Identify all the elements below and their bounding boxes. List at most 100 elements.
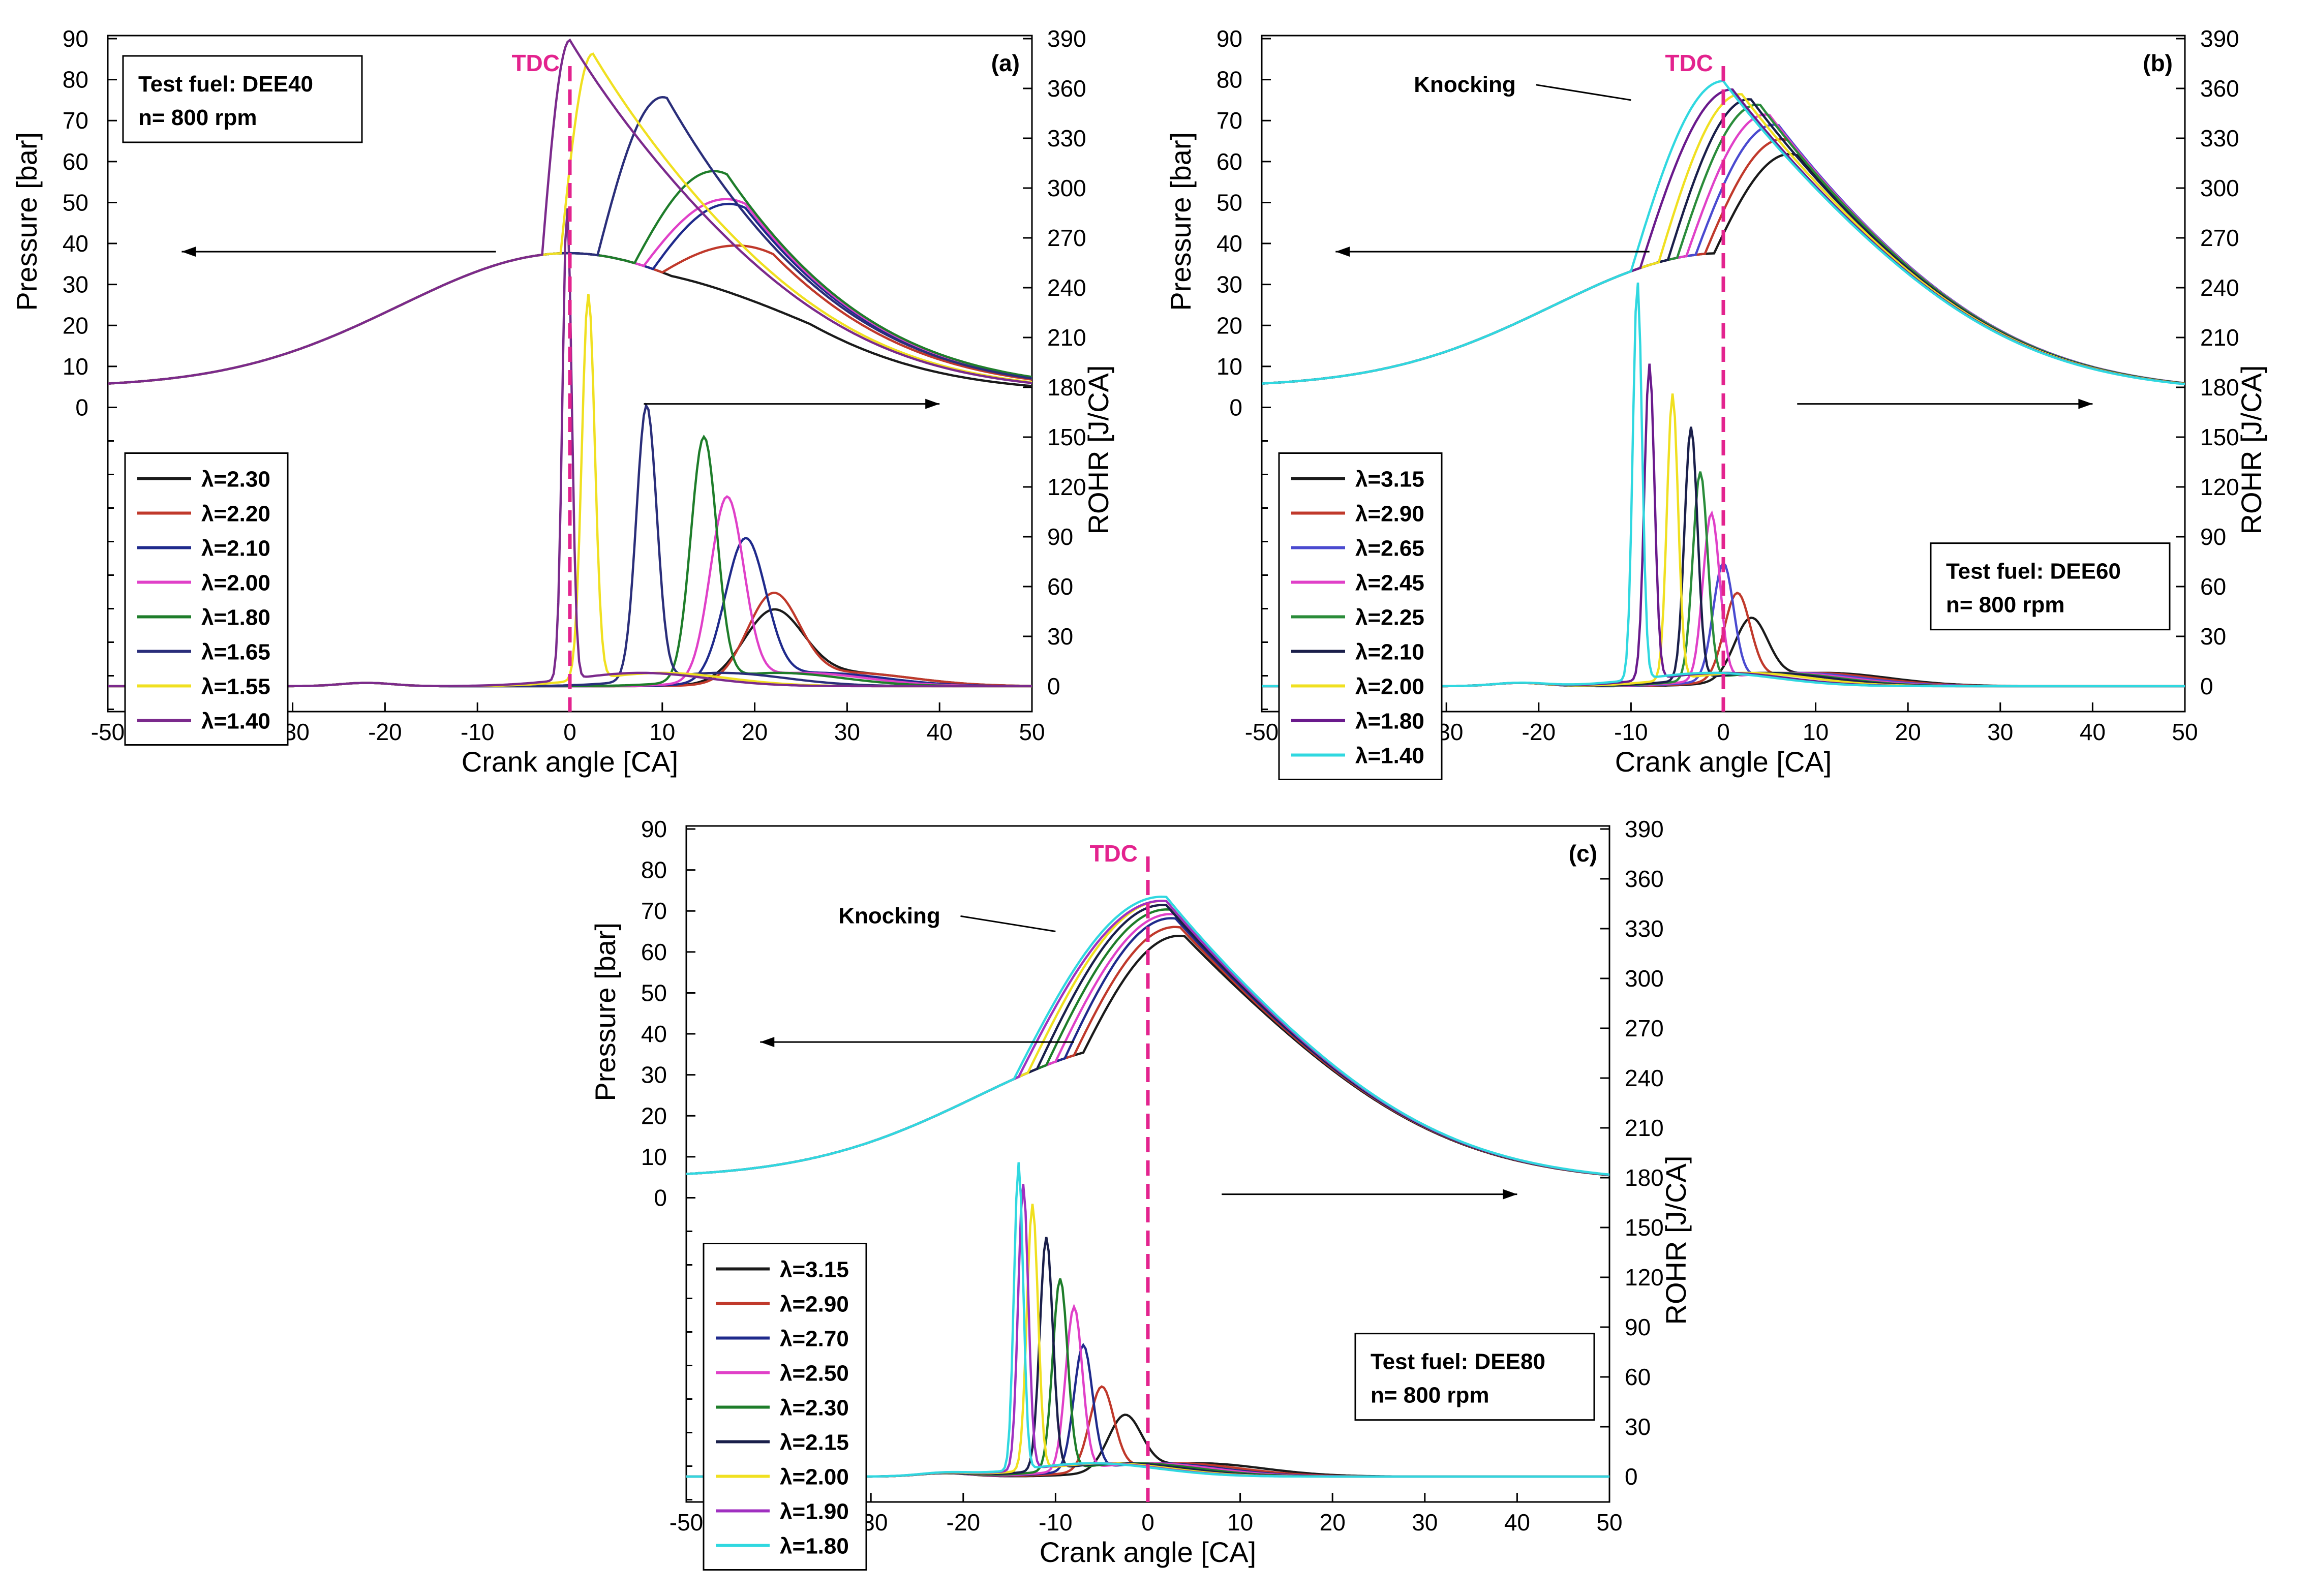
y-left-axis-label: Pressure [bar] bbox=[589, 923, 621, 1101]
pressure-axis-arrow-head bbox=[760, 1037, 775, 1048]
legend-entry: λ=2.15 bbox=[780, 1430, 849, 1455]
y-right-tick-label: 390 bbox=[1047, 25, 1086, 52]
y-right-tick-label: 60 bbox=[1625, 1364, 1651, 1390]
y-left-tick-label: 50 bbox=[63, 189, 88, 216]
y-right-tick-label: 30 bbox=[1047, 623, 1073, 650]
legend-entry: λ=2.65 bbox=[1355, 536, 1424, 561]
series-pressure-line bbox=[108, 38, 1032, 385]
y-left-tick-label: 50 bbox=[1216, 189, 1242, 216]
series-pressure-line bbox=[686, 900, 1609, 1176]
pressure-axis-arrow-head bbox=[181, 247, 196, 257]
x-tick-label: -20 bbox=[368, 719, 402, 745]
x-tick-label: 0 bbox=[1141, 1509, 1154, 1536]
y-right-tick-label: 30 bbox=[2200, 623, 2226, 650]
x-tick-label: -10 bbox=[461, 719, 494, 745]
y-left-tick-label: 60 bbox=[641, 939, 667, 965]
x-tick-label: -20 bbox=[947, 1509, 980, 1536]
y-right-axis-label: ROHR [J/CA] bbox=[1660, 1156, 1692, 1325]
y-right-tick-label: 360 bbox=[1047, 75, 1086, 102]
x-tick-label: -50 bbox=[1245, 719, 1279, 745]
y-right-tick-label: 0 bbox=[1047, 673, 1060, 699]
x-tick-label: 50 bbox=[1019, 719, 1045, 745]
y-right-tick-label: 210 bbox=[1047, 324, 1086, 351]
y-left-tick-label: 80 bbox=[1216, 67, 1242, 93]
fuel-info-box bbox=[122, 55, 363, 143]
legend-entry: λ=2.00 bbox=[1355, 674, 1424, 699]
x-axis-label: Crank angle [CA] bbox=[462, 746, 678, 778]
y-right-tick-label: 390 bbox=[1625, 816, 1664, 842]
y-right-tick-label: 240 bbox=[1047, 274, 1086, 301]
legend-entry: λ=2.90 bbox=[1355, 502, 1424, 527]
y-right-tick-label: 0 bbox=[2200, 673, 2213, 699]
legend-entry: λ=2.50 bbox=[780, 1361, 849, 1386]
legend-entry: λ=2.00 bbox=[780, 1465, 849, 1490]
knocking-arrow bbox=[1536, 84, 1631, 101]
x-tick-label: -50 bbox=[91, 719, 125, 745]
panel-label: (c) bbox=[1569, 840, 1597, 867]
x-tick-label: 50 bbox=[1596, 1509, 1622, 1536]
y-left-axis-label: Pressure [bar] bbox=[1165, 132, 1197, 311]
y-right-tick-label: 120 bbox=[1625, 1264, 1664, 1291]
rohr-axis-arrow-head bbox=[2078, 398, 2093, 409]
series-pressure-line bbox=[686, 900, 1609, 1176]
y-right-tick-label: 240 bbox=[1625, 1065, 1664, 1091]
y-left-tick-label: 70 bbox=[641, 898, 667, 924]
y-left-tick-label: 40 bbox=[1216, 230, 1242, 257]
x-tick-label: 0 bbox=[563, 719, 576, 745]
y-right-tick-label: 270 bbox=[1625, 1015, 1664, 1041]
speed-label: n= 800 rpm bbox=[1371, 1383, 1489, 1408]
y-left-tick-label: 0 bbox=[654, 1185, 667, 1211]
pressure-axis-arrow-head bbox=[1335, 247, 1350, 257]
series-pressure-line bbox=[686, 904, 1609, 1176]
y-left-tick-label: 70 bbox=[63, 107, 88, 134]
y-right-tick-label: 60 bbox=[2200, 573, 2226, 600]
y-left-tick-label: 50 bbox=[641, 979, 667, 1006]
fuel-label: Test fuel: DEE40 bbox=[138, 72, 313, 97]
y-left-tick-label: 60 bbox=[63, 148, 88, 175]
series-pressure-line bbox=[1262, 113, 2185, 385]
y-right-tick-label: 180 bbox=[2200, 374, 2239, 401]
y-left-tick-label: 90 bbox=[1216, 25, 1242, 52]
y-left-tick-label: 20 bbox=[1216, 312, 1242, 339]
y-left-tick-label: 0 bbox=[75, 394, 88, 421]
y-right-tick-label: 360 bbox=[2200, 75, 2239, 102]
speed-label: n= 800 rpm bbox=[138, 105, 257, 130]
y-right-tick-label: 270 bbox=[1047, 225, 1086, 251]
rohr-axis-arrow-head bbox=[1503, 1189, 1517, 1200]
series-pressure-line bbox=[686, 896, 1609, 1176]
y-right-tick-label: 150 bbox=[1047, 424, 1086, 450]
x-tick-label: -10 bbox=[1039, 1509, 1072, 1536]
y-left-tick-label: 0 bbox=[1229, 394, 1242, 421]
x-tick-label: -20 bbox=[1522, 719, 1556, 745]
x-tick-label: 10 bbox=[649, 719, 675, 745]
y-right-tick-label: 90 bbox=[1047, 524, 1073, 550]
x-axis-label: Crank angle [CA] bbox=[1040, 1536, 1256, 1568]
legend-entry: λ=2.10 bbox=[201, 536, 270, 561]
y-right-tick-label: 300 bbox=[1625, 965, 1664, 992]
x-tick-label: 20 bbox=[1320, 1509, 1346, 1536]
knocking-label: Knocking bbox=[1414, 72, 1515, 97]
legend-entry: λ=1.55 bbox=[201, 674, 270, 699]
legend-entry: λ=2.00 bbox=[201, 571, 270, 596]
y-left-tick-label: 10 bbox=[641, 1144, 667, 1170]
fuel-label: Test fuel: DEE60 bbox=[1946, 559, 2121, 584]
knocking-label: Knocking bbox=[838, 903, 940, 928]
y-left-tick-label: 30 bbox=[1216, 271, 1242, 298]
y-right-axis-label: ROHR [J/CA] bbox=[1082, 365, 1114, 535]
y-left-tick-label: 40 bbox=[63, 230, 88, 257]
y-left-tick-label: 40 bbox=[641, 1021, 667, 1047]
legend-entry: λ=2.20 bbox=[201, 502, 270, 527]
y-left-tick-label: 10 bbox=[63, 353, 88, 380]
legend-box bbox=[124, 452, 289, 746]
y-left-tick-label: 90 bbox=[63, 25, 88, 52]
x-tick-label: 20 bbox=[1895, 719, 1921, 745]
fuel-info-box bbox=[1354, 1333, 1595, 1421]
legend-entry: λ=2.10 bbox=[1355, 640, 1424, 665]
y-right-tick-label: 150 bbox=[2200, 424, 2239, 450]
speed-label: n= 800 rpm bbox=[1946, 593, 2065, 618]
legend-entry: λ=1.40 bbox=[1355, 744, 1424, 769]
tdc-label: TDC bbox=[511, 50, 560, 76]
